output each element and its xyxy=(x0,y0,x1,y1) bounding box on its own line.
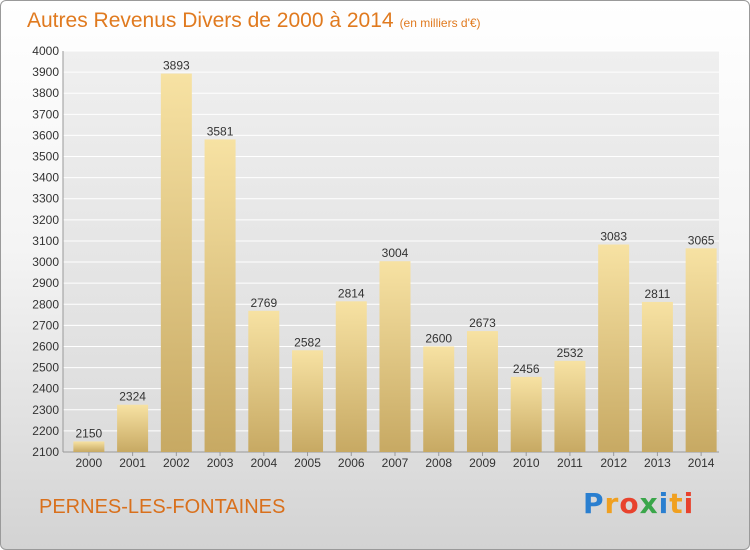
bar xyxy=(73,441,105,452)
bar xyxy=(466,331,498,452)
bar-value-label: 2600 xyxy=(425,331,452,345)
x-tick-label: 2004 xyxy=(250,456,277,470)
x-axis-ticks: 2000 2001 2002 2003 2004 2005 2006 2007 2008 2009… xyxy=(76,452,715,470)
y-tick-label: 3900 xyxy=(32,65,59,79)
x-tick-label: 2011 xyxy=(557,456,583,470)
y-tick-label: 3200 xyxy=(32,213,59,227)
y-tick-label: 2100 xyxy=(32,445,59,459)
y-tick-label: 2500 xyxy=(32,361,59,375)
x-tick-label: 2009 xyxy=(469,456,496,470)
bar-value-label: 2814 xyxy=(338,286,365,300)
bar-value-label: 3083 xyxy=(600,230,627,244)
bar xyxy=(379,261,411,452)
y-tick-label: 2200 xyxy=(32,424,59,438)
bar-value-label: 3893 xyxy=(163,59,190,73)
bar xyxy=(685,248,717,452)
y-tick-label: 3800 xyxy=(32,86,59,100)
y-tick-label: 2400 xyxy=(32,382,59,396)
bar-value-label: 2532 xyxy=(557,346,584,360)
bar xyxy=(335,301,367,452)
bar-value-label: 2456 xyxy=(513,362,540,376)
y-tick-label: 4000 xyxy=(32,44,59,58)
x-tick-label: 2003 xyxy=(207,456,234,470)
x-tick-label: 2002 xyxy=(163,456,190,470)
y-tick-label: 2600 xyxy=(32,339,59,353)
x-tick-label: 2008 xyxy=(425,456,452,470)
x-tick-label: 2006 xyxy=(338,456,365,470)
y-tick-label: 3500 xyxy=(32,150,59,164)
x-tick-label: 2012 xyxy=(600,456,627,470)
chart-title-text: Autres Revenus Divers de 2000 à 2014 xyxy=(27,9,394,32)
bar xyxy=(204,139,236,453)
bar xyxy=(598,244,630,452)
bar-value-label: 2811 xyxy=(644,287,670,301)
x-tick-label: 2007 xyxy=(382,456,409,470)
bar xyxy=(510,376,542,452)
town-name: PERNES-LES-FONTAINES xyxy=(39,496,286,518)
bar xyxy=(641,301,673,452)
y-tick-label: 2800 xyxy=(32,297,59,311)
bar xyxy=(292,350,324,452)
bar-value-label: 3004 xyxy=(382,246,409,260)
bar-value-label: 2673 xyxy=(469,316,496,330)
bar xyxy=(423,346,455,452)
x-tick-label: 2005 xyxy=(294,456,321,470)
bar-value-label: 2150 xyxy=(76,426,103,440)
y-tick-label: 3600 xyxy=(32,128,59,142)
x-tick-label: 2014 xyxy=(688,456,715,470)
chart-subtitle: (en milliers d'€) xyxy=(399,16,481,30)
bar-value-label: 3065 xyxy=(688,233,715,247)
y-tick-label: 3700 xyxy=(32,107,59,121)
y-tick-label: 3300 xyxy=(32,192,59,206)
bar xyxy=(160,73,192,452)
y-tick-label: 3000 xyxy=(32,255,59,269)
bar-value-label: 2769 xyxy=(250,296,277,310)
bar-value-label: 2324 xyxy=(119,390,146,404)
y-tick-label: 2300 xyxy=(32,403,59,417)
x-tick-label: 2010 xyxy=(513,456,540,470)
bars: 2150 2324 3893 3581 2769 2582 2814 3004 2600 2673… xyxy=(73,59,717,453)
bar-value-label: 3581 xyxy=(207,124,234,138)
y-tick-label: 3400 xyxy=(32,171,59,185)
x-tick-label: 2013 xyxy=(644,456,671,470)
chart-title: Autres Revenus Divers de 2000 à 2014 (en … xyxy=(27,9,481,33)
y-tick-label: 3100 xyxy=(32,234,59,248)
y-tick-label: 2900 xyxy=(32,276,59,290)
x-tick-label: 2000 xyxy=(76,456,103,470)
bar xyxy=(554,360,586,452)
bar xyxy=(248,310,280,452)
bar xyxy=(117,404,149,452)
bar-value-label: 2582 xyxy=(294,335,321,349)
proxiti-logo: Proxiti xyxy=(583,487,695,520)
y-tick-label: 2700 xyxy=(32,318,59,332)
x-tick-label: 2001 xyxy=(119,456,146,470)
